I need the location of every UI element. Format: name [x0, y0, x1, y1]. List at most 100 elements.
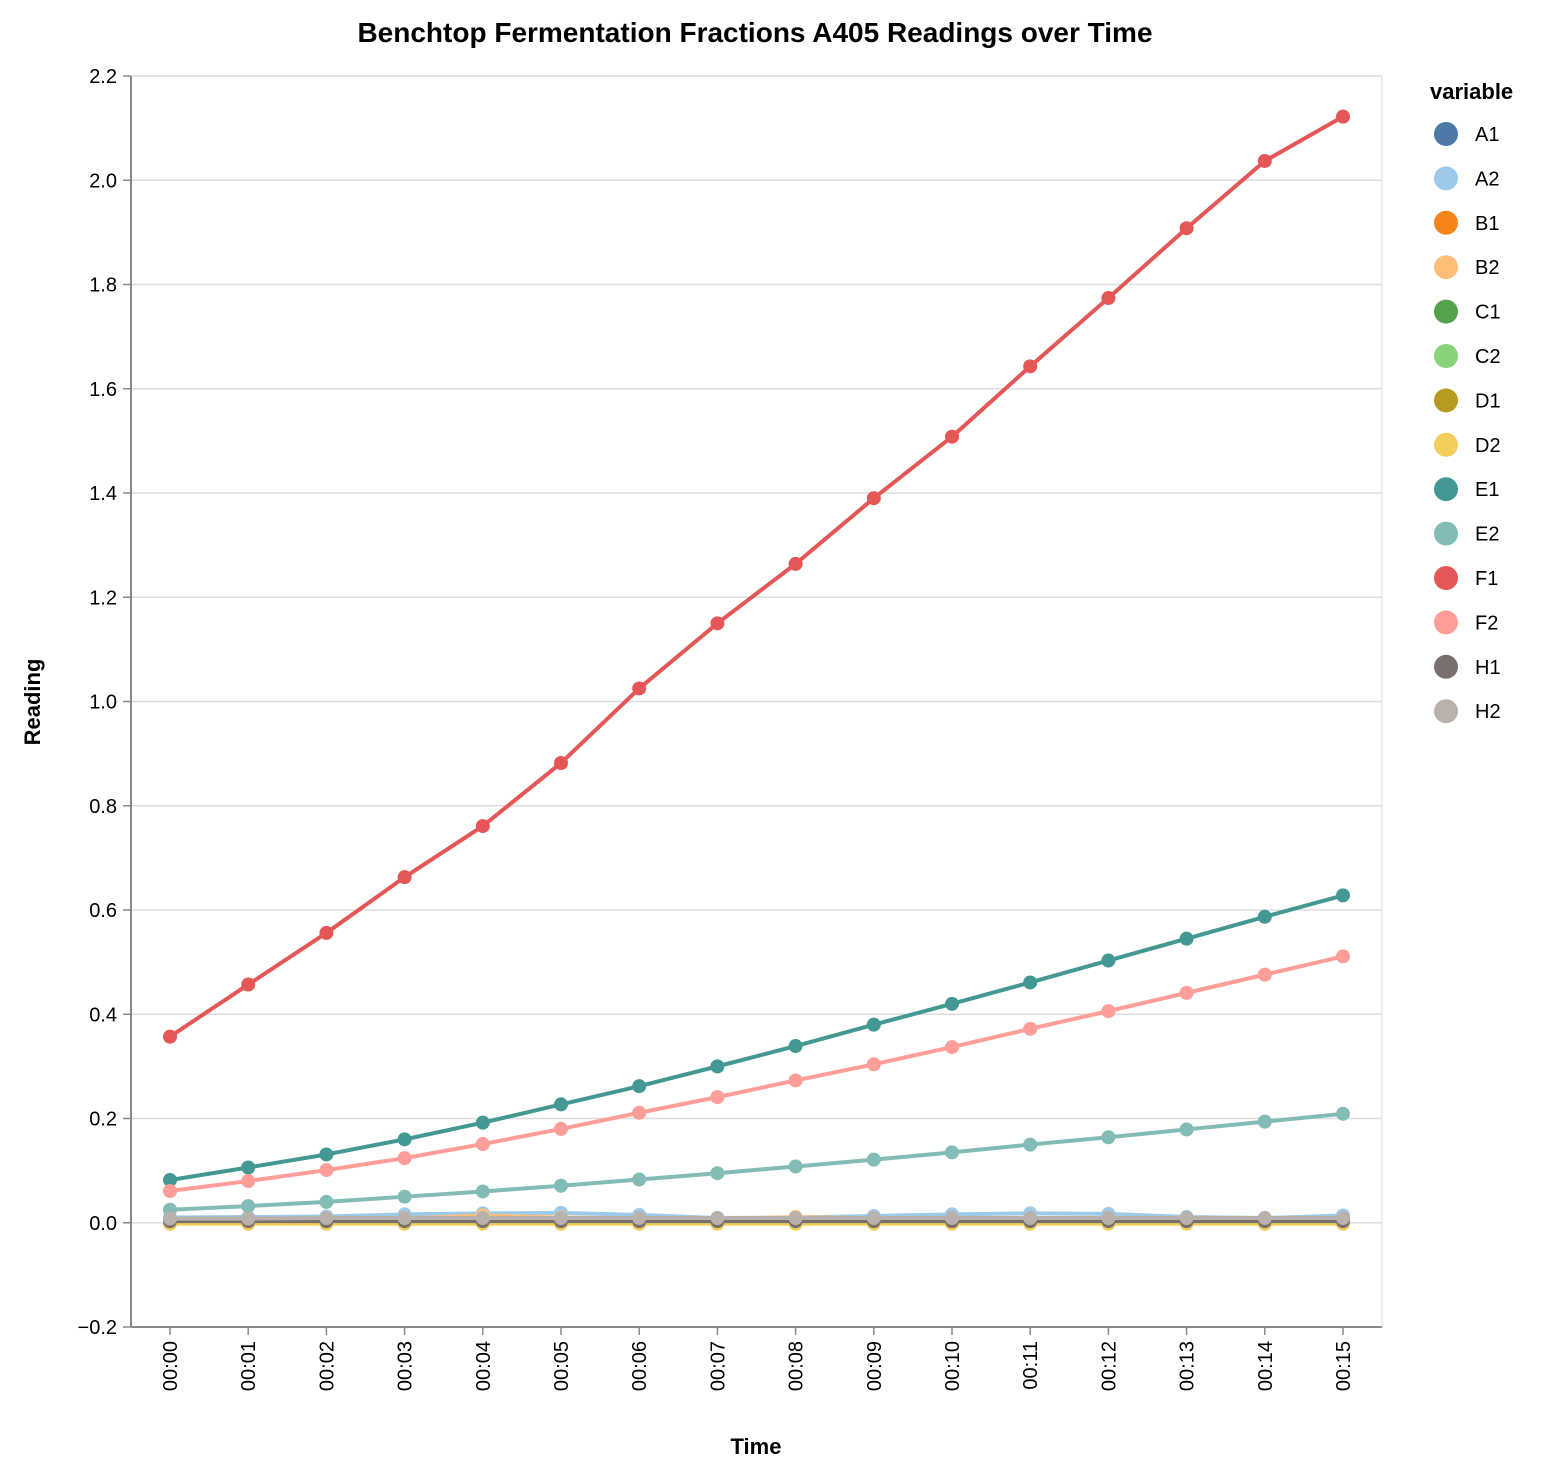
series-line-F1 — [168, 114, 1345, 1039]
data-point — [554, 1178, 568, 1193]
data-point — [632, 1105, 647, 1120]
data-point — [1336, 1106, 1350, 1121]
legend-label: A1 — [1475, 124, 1499, 146]
data-point — [475, 1211, 490, 1226]
data-point — [1179, 221, 1194, 236]
legend-symbol — [1434, 299, 1458, 324]
legend-item-E2: E2 — [1434, 521, 1499, 546]
legend-symbol — [1434, 432, 1458, 457]
data-point — [319, 1147, 334, 1162]
x-tick-label: 00:15 — [1333, 1341, 1355, 1391]
data-point — [1023, 975, 1038, 990]
data-point — [1336, 949, 1350, 964]
data-point — [1101, 1130, 1116, 1145]
data-point — [710, 616, 725, 631]
data-point — [1101, 1211, 1116, 1226]
legend-label: H2 — [1475, 701, 1501, 723]
legend-item-F1: F1 — [1434, 566, 1498, 590]
data-point — [710, 1059, 725, 1074]
data-point — [866, 1152, 881, 1167]
legend-symbol — [1434, 122, 1458, 146]
data-point — [554, 1211, 568, 1226]
legend-symbol — [1434, 699, 1458, 724]
y-tick-label: −0.2 — [78, 1317, 117, 1339]
legend-symbol — [1434, 210, 1458, 235]
series-group — [163, 109, 1350, 1231]
data-point — [945, 429, 959, 444]
data-point — [241, 1174, 256, 1189]
axes: −0.2 0.0 0.2 0.4 0.6 0.8 1.0 1.2 1.4 1.6 1.8 2.0 2.2… — [78, 66, 1382, 1391]
legend-symbol — [1434, 566, 1458, 590]
legend-label: E2 — [1475, 524, 1499, 546]
data-point — [1023, 1137, 1038, 1152]
legend-label: E1 — [1475, 479, 1499, 501]
x-tick-label: 00:12 — [1098, 1341, 1120, 1391]
data-point — [1257, 967, 1272, 982]
data-point — [397, 1132, 412, 1147]
data-point — [945, 1211, 959, 1226]
y-tick-label: 0.2 — [89, 1109, 117, 1131]
data-point — [554, 756, 568, 771]
y-tick-label: 0.0 — [89, 1213, 117, 1235]
data-point — [1101, 1004, 1116, 1019]
data-point — [397, 1189, 412, 1204]
data-point — [554, 1097, 568, 1112]
chart-title: Benchtop Fermentation Fractions A405 Rea… — [357, 17, 1152, 48]
x-tick-label: 00:10 — [942, 1341, 964, 1391]
data-point — [632, 681, 647, 696]
legend-item-C1: C1 — [1434, 299, 1501, 324]
data-point — [319, 1211, 334, 1226]
data-point — [1179, 1122, 1194, 1137]
series-line-E2 — [168, 1111, 1345, 1212]
x-tick-label: 00:14 — [1255, 1341, 1277, 1391]
y-tick-label: 1.8 — [89, 275, 117, 297]
series-E2 — [163, 1106, 1350, 1217]
data-point — [945, 1145, 959, 1160]
legend-symbol — [1434, 344, 1458, 368]
y-tick-label: 1.4 — [89, 483, 117, 505]
y-tick-label: 2.2 — [89, 66, 117, 88]
y-axis-title: Reading — [20, 659, 45, 746]
data-point — [554, 1121, 568, 1136]
legend-label: B2 — [1475, 257, 1499, 279]
legend-symbol — [1434, 388, 1458, 413]
y-tick-label: 1.2 — [89, 587, 117, 609]
data-point — [788, 556, 803, 571]
y-tick-label: 0.8 — [89, 796, 117, 818]
y-tick-label: 1.0 — [89, 692, 117, 714]
data-point — [1101, 291, 1116, 306]
legend-item-E1: E1 — [1434, 477, 1499, 502]
data-point — [710, 1090, 725, 1105]
legend-label: D1 — [1475, 390, 1501, 412]
data-point — [1257, 153, 1272, 168]
x-tick-label: 00:04 — [473, 1341, 495, 1391]
legend: variable A1 A2 B1 B2 C1 C2 D1 D2 E1 E2 F1 F2 H1 H2 — [1430, 79, 1513, 724]
data-point — [397, 870, 412, 885]
legend-symbol — [1434, 610, 1458, 635]
data-point — [163, 1183, 177, 1198]
legend-item-C2: C2 — [1434, 344, 1501, 368]
data-point — [866, 491, 881, 506]
legend-item-A2: A2 — [1434, 166, 1499, 191]
data-point — [163, 1029, 177, 1044]
x-tick-label: 00:02 — [316, 1341, 338, 1391]
y-tick-label: 1.6 — [89, 379, 117, 401]
data-point — [1336, 109, 1350, 124]
data-point — [241, 1211, 256, 1226]
x-tick-label: 00:13 — [1177, 1341, 1199, 1391]
legend-item-H1: H1 — [1434, 654, 1501, 679]
series-E1 — [163, 888, 1350, 1188]
gridlines — [130, 75, 1383, 1328]
x-tick-label: 00:05 — [551, 1341, 573, 1391]
data-point — [397, 1151, 412, 1166]
data-point — [945, 996, 959, 1011]
legend-item-D1: D1 — [1434, 388, 1501, 413]
legend-title: variable — [1430, 79, 1513, 104]
data-point — [1257, 1114, 1272, 1129]
y-tick-label: 0.4 — [89, 1004, 117, 1026]
data-point — [241, 1160, 256, 1175]
series-F2 — [163, 949, 1350, 1198]
legend-item-D2: D2 — [1434, 432, 1501, 457]
legend-label: F1 — [1475, 568, 1498, 590]
data-point — [163, 1173, 177, 1188]
